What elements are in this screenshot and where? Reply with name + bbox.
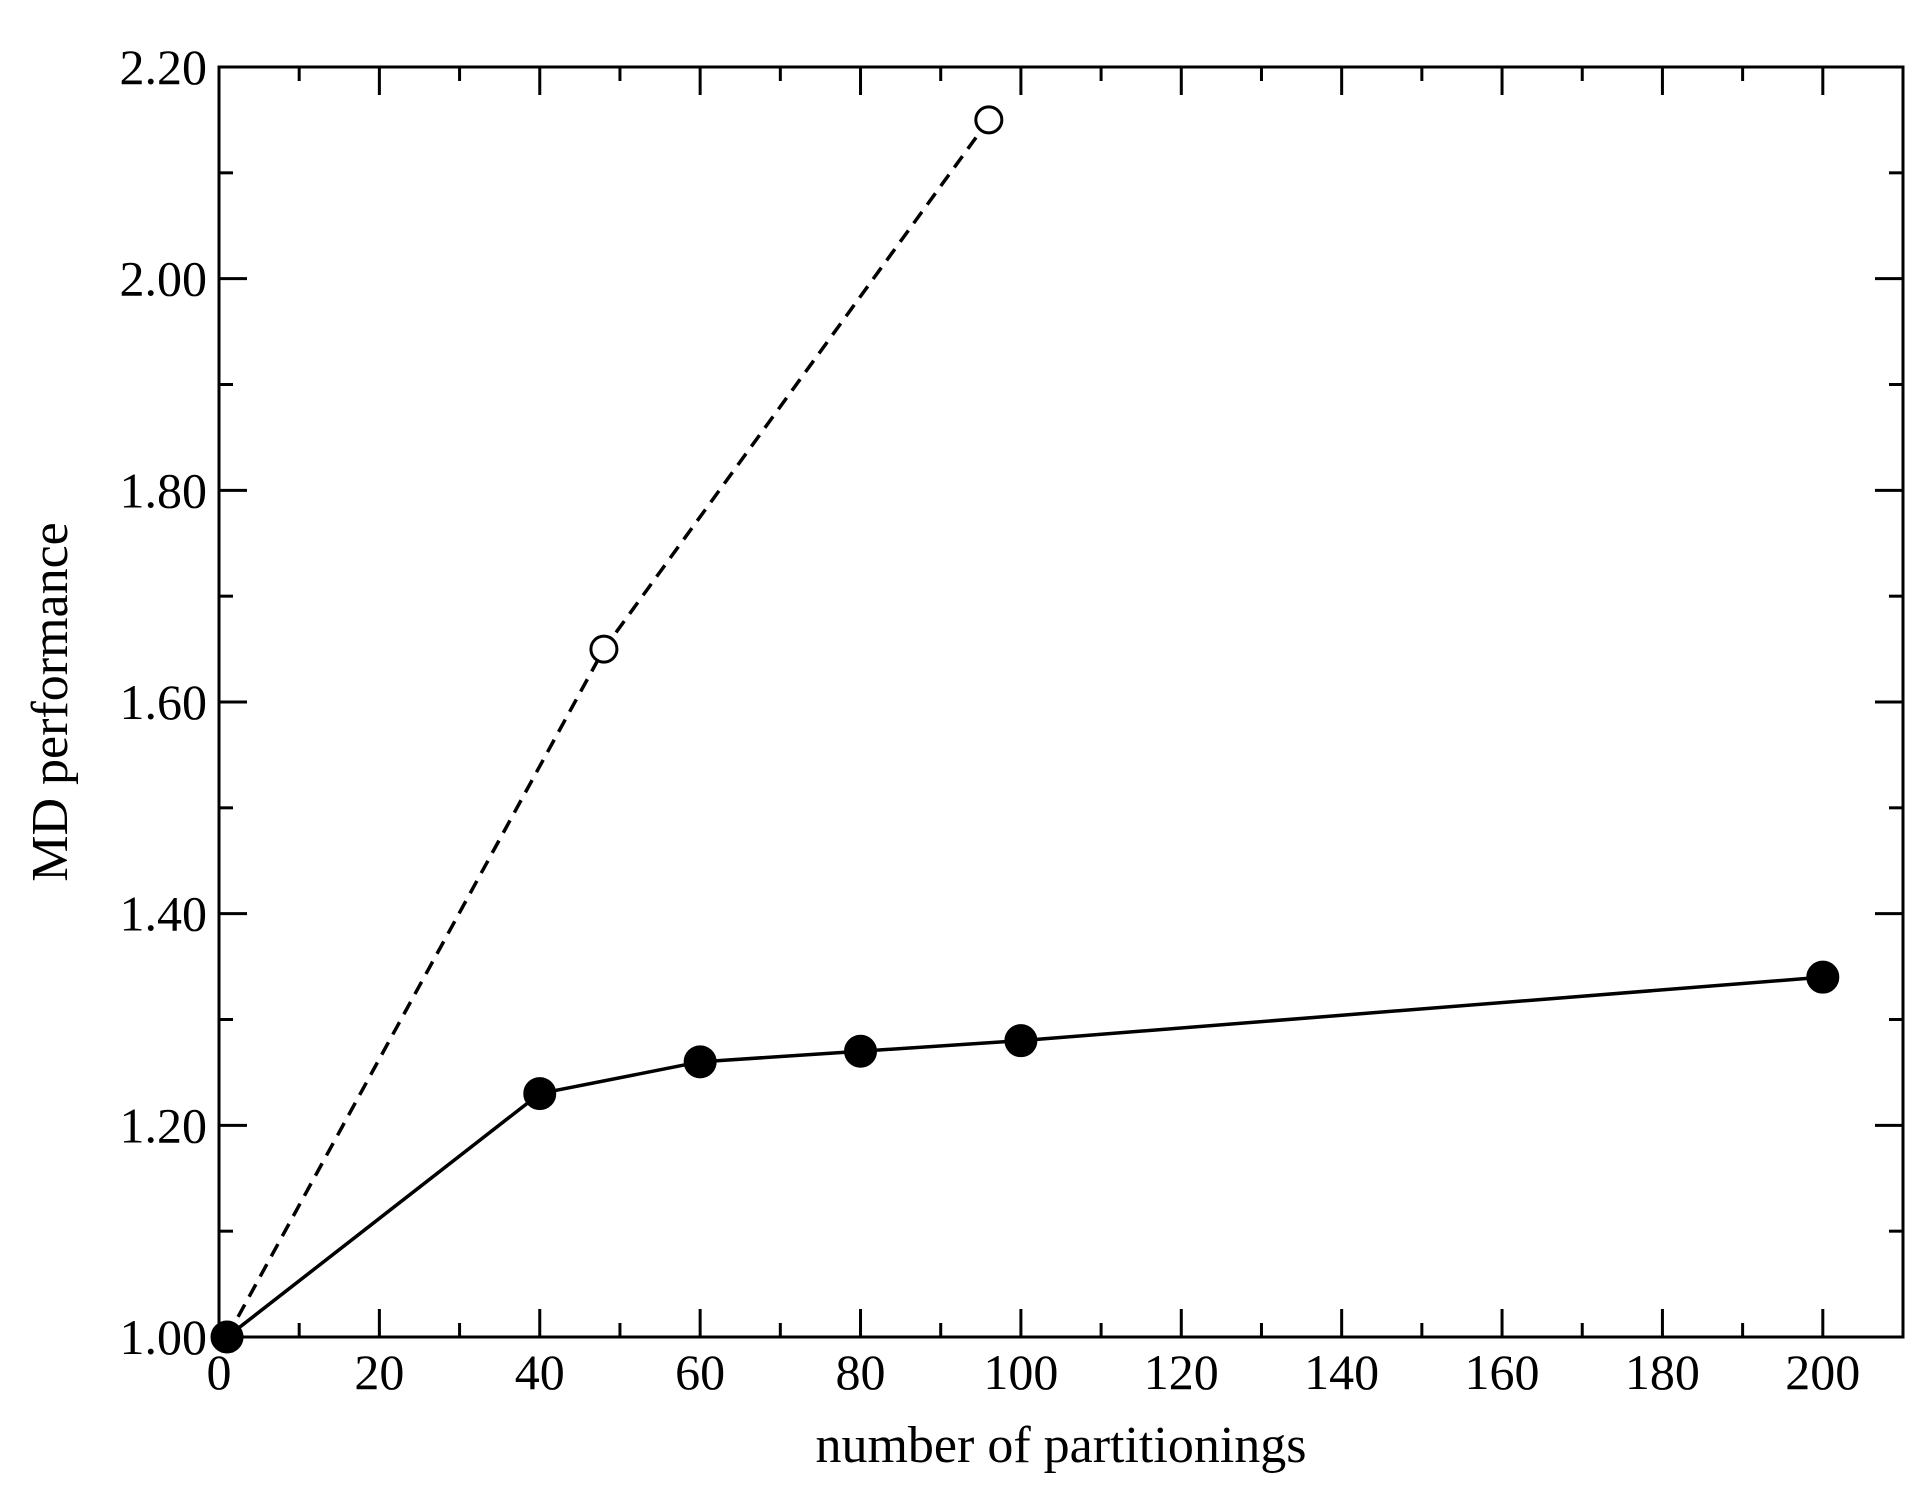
y-tick-label: 2.20 xyxy=(120,39,208,95)
y-axis-title: MD performance xyxy=(22,522,79,882)
series-2-line xyxy=(225,975,1823,1339)
x-tick-label: 20 xyxy=(354,1344,404,1400)
series-2-point xyxy=(683,1045,717,1079)
series-2-point xyxy=(1806,960,1840,994)
y-tick-label: 2.00 xyxy=(120,251,208,307)
x-tick-label: 140 xyxy=(1304,1344,1379,1400)
y-tick-label: 1.80 xyxy=(120,462,208,518)
series-2-point xyxy=(1004,1024,1038,1058)
x-axis-title: number of partitionings xyxy=(815,1417,1306,1474)
series-1-point xyxy=(974,105,1004,135)
x-tick-label: 120 xyxy=(1144,1344,1219,1400)
y-tick-label: 1.60 xyxy=(120,674,208,730)
y-tick-labels: 1.00 1.20 1.40 1.60 1.80 2.00 2.20 xyxy=(120,39,208,1365)
axis-ticks xyxy=(217,65,1905,1339)
series-1-line xyxy=(225,118,991,1338)
series-layer xyxy=(210,105,1840,1354)
series-2-point xyxy=(210,1320,244,1354)
series-2-point xyxy=(844,1034,878,1068)
x-tick-label: 60 xyxy=(675,1344,725,1400)
x-tick-label: 200 xyxy=(1785,1344,1860,1400)
x-tick-label: 40 xyxy=(515,1344,565,1400)
x-tick-label: 80 xyxy=(836,1344,886,1400)
x-tick-label: 180 xyxy=(1625,1344,1700,1400)
y-tick-label: 1.40 xyxy=(120,886,208,942)
x-tick-label: 100 xyxy=(983,1344,1058,1400)
y-tick-label: 1.00 xyxy=(120,1309,208,1365)
series-1-point xyxy=(589,634,619,664)
x-tick-label: 160 xyxy=(1465,1344,1540,1400)
x-tick-labels: 0 20 40 60 80 100 120 140 160 180 200 xyxy=(207,1344,1861,1400)
y-tick-label: 1.20 xyxy=(120,1097,208,1153)
series-2-point xyxy=(523,1077,557,1111)
